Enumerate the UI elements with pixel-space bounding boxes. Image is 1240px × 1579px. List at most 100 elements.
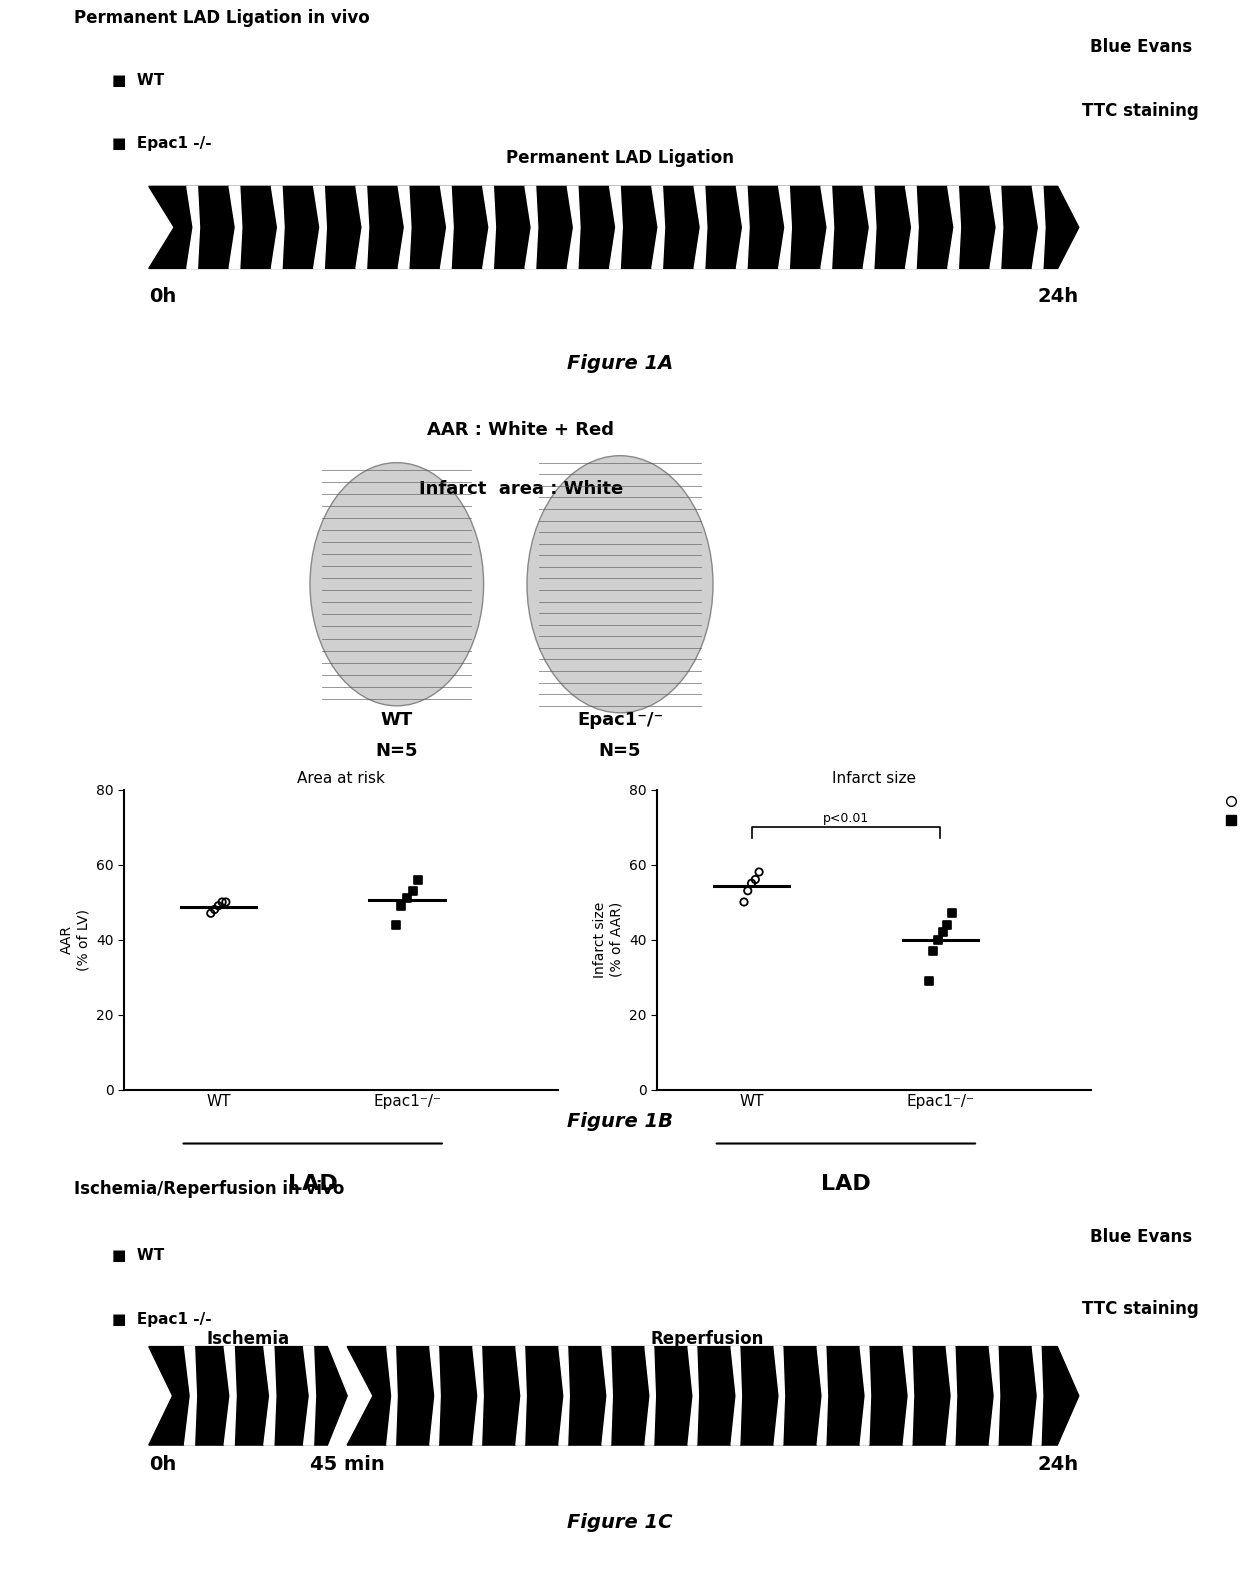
Polygon shape [601, 1347, 613, 1445]
Text: ■  Epac1 -/-: ■ Epac1 -/- [112, 136, 211, 150]
Text: 0h: 0h [149, 1454, 176, 1473]
Text: ■  WT: ■ WT [112, 73, 164, 87]
Text: Figure 1C: Figure 1C [568, 1513, 672, 1532]
Polygon shape [817, 1347, 827, 1445]
Polygon shape [356, 186, 368, 268]
Polygon shape [440, 186, 453, 268]
Ellipse shape [527, 456, 713, 712]
Text: N=5: N=5 [376, 742, 418, 759]
Polygon shape [149, 1347, 347, 1445]
Polygon shape [1033, 1347, 1043, 1445]
Polygon shape [314, 186, 326, 268]
Point [216, 889, 236, 914]
Text: Reperfusion: Reperfusion [650, 1330, 764, 1348]
Polygon shape [272, 186, 284, 268]
Text: Blue Evans: Blue Evans [1090, 38, 1192, 57]
Polygon shape [779, 186, 791, 268]
Point [208, 894, 228, 919]
Point [745, 867, 765, 892]
Point [924, 938, 944, 963]
Polygon shape [861, 1347, 870, 1445]
Text: Blue Evans: Blue Evans [1090, 1228, 1192, 1246]
Polygon shape [559, 1347, 569, 1445]
Point [212, 889, 232, 914]
Text: Permanent LAD Ligation in vivo: Permanent LAD Ligation in vivo [74, 9, 371, 27]
Point [919, 968, 939, 993]
Point [201, 900, 221, 925]
Polygon shape [863, 186, 875, 268]
Point [386, 913, 405, 938]
Text: Infarct  area : White: Infarct area : White [419, 480, 622, 497]
Polygon shape [229, 186, 242, 268]
Polygon shape [224, 1347, 236, 1445]
Text: ■  Epac1 -/-: ■ Epac1 -/- [112, 1312, 211, 1328]
Y-axis label: AAR
(% of LV): AAR (% of LV) [61, 908, 91, 971]
Polygon shape [732, 1347, 742, 1445]
Polygon shape [990, 1347, 999, 1445]
Polygon shape [774, 1347, 785, 1445]
Polygon shape [652, 186, 665, 268]
Text: 0h: 0h [149, 287, 176, 306]
Polygon shape [387, 1347, 397, 1445]
Polygon shape [903, 1347, 914, 1445]
Point [205, 897, 224, 922]
Point [937, 913, 957, 938]
Polygon shape [610, 186, 622, 268]
Point [941, 900, 961, 925]
Text: LAD: LAD [288, 1173, 337, 1194]
Polygon shape [482, 186, 496, 268]
Text: Epac1⁻/⁻: Epac1⁻/⁻ [577, 711, 663, 728]
Polygon shape [398, 186, 410, 268]
Point [392, 894, 412, 919]
Y-axis label: Infarct size
(% of AAR): Infarct size (% of AAR) [594, 902, 624, 977]
Text: Ischemia/Reperfusion in vivo: Ischemia/Reperfusion in vivo [74, 1180, 345, 1198]
Text: Figure 1B: Figure 1B [567, 1112, 673, 1131]
Point [397, 886, 417, 911]
Text: N=5: N=5 [599, 742, 641, 759]
Polygon shape [645, 1347, 655, 1445]
Text: Figure 1A: Figure 1A [567, 354, 673, 373]
Polygon shape [567, 186, 580, 268]
Polygon shape [187, 186, 200, 268]
Text: Permanent LAD Ligation: Permanent LAD Ligation [506, 148, 734, 167]
Polygon shape [430, 1347, 440, 1445]
Point [403, 878, 423, 903]
Polygon shape [304, 1347, 315, 1445]
Text: TTC staining: TTC staining [1083, 1300, 1199, 1317]
Polygon shape [688, 1347, 698, 1445]
Text: 24h: 24h [1038, 1454, 1079, 1473]
Polygon shape [516, 1347, 526, 1445]
Text: 24h: 24h [1038, 287, 1079, 306]
Polygon shape [1032, 186, 1045, 268]
Point [734, 889, 754, 914]
Polygon shape [525, 186, 538, 268]
Text: Ischemia: Ischemia [206, 1330, 290, 1348]
Polygon shape [264, 1347, 275, 1445]
Title: Infarct size: Infarct size [832, 771, 916, 786]
Legend: WT (n=5), KO (n=6): WT (n=5), KO (n=6) [1211, 790, 1240, 834]
Polygon shape [694, 186, 707, 268]
Polygon shape [990, 186, 1003, 268]
Text: AAR : White + Red: AAR : White + Red [428, 422, 614, 439]
Point [738, 878, 758, 903]
Polygon shape [149, 186, 1079, 268]
Point [932, 919, 952, 944]
Polygon shape [347, 1347, 1079, 1445]
Text: ■  WT: ■ WT [112, 1247, 164, 1263]
Polygon shape [905, 186, 918, 268]
Text: TTC staining: TTC staining [1083, 101, 1199, 120]
Text: p<0.01: p<0.01 [823, 812, 869, 826]
Title: Area at risk: Area at risk [298, 771, 384, 786]
Polygon shape [947, 186, 961, 268]
Polygon shape [946, 1347, 956, 1445]
Polygon shape [185, 1347, 196, 1445]
Polygon shape [472, 1347, 484, 1445]
Point [928, 927, 947, 952]
Polygon shape [737, 186, 749, 268]
Text: LAD: LAD [821, 1173, 870, 1194]
Text: 45 min: 45 min [310, 1454, 384, 1473]
Ellipse shape [310, 463, 484, 706]
Point [749, 859, 769, 884]
Polygon shape [821, 186, 833, 268]
Text: WT: WT [381, 711, 413, 728]
